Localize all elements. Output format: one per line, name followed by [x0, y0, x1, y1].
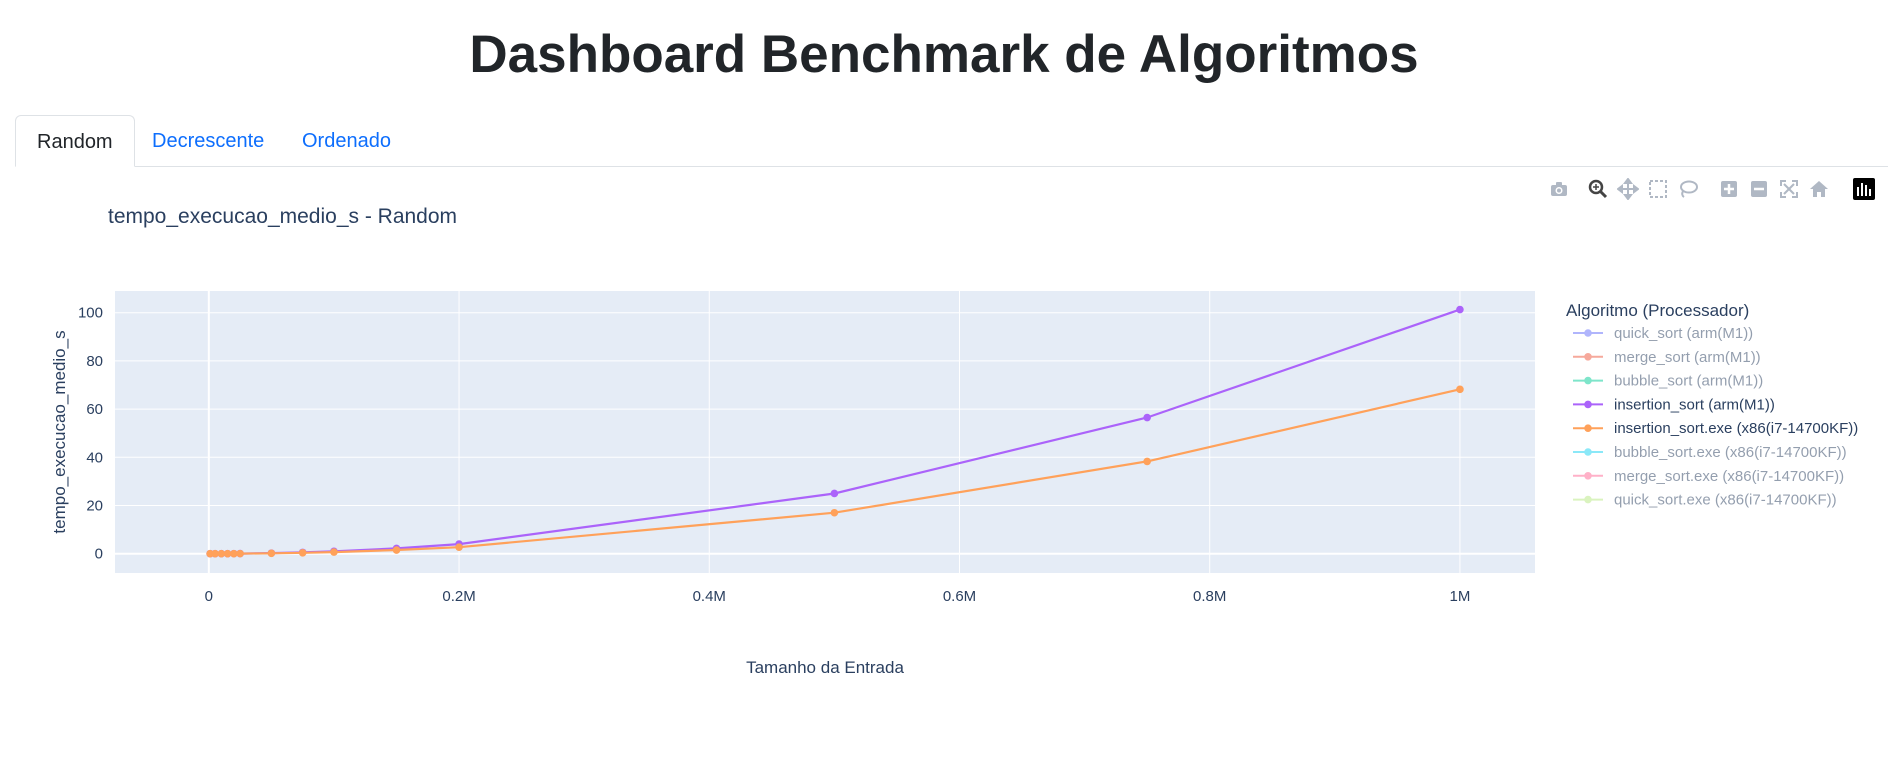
legend-item-insertion-sort-exe-x86-i7-14700kf[interactable]: insertion_sort.exe (x86(i7-14700KF)) [1573, 420, 1858, 437]
plotly-logo-icon[interactable] [1853, 178, 1875, 200]
pan-icon[interactable] [1617, 178, 1639, 200]
x-tick-label: 0.6M [943, 588, 976, 605]
legend-label: quick_sort (arm(M1)) [1614, 325, 1753, 342]
traces [206, 305, 1464, 558]
y-tick-label: 40 [86, 449, 103, 466]
legend-label: quick_sort.exe (x86(i7-14700KF)) [1614, 492, 1837, 509]
camera-icon[interactable] [1548, 178, 1570, 200]
legend-label: bubble_sort (arm(M1)) [1614, 373, 1763, 390]
data-point[interactable] [1143, 457, 1151, 466]
data-point[interactable] [830, 489, 839, 498]
legend-item-bubble-sort-exe-x86-i7-14700kf[interactable]: bubble_sort.exe (x86(i7-14700KF)) [1573, 444, 1847, 461]
x-tick-label: 0.4M [693, 588, 726, 605]
data-point[interactable] [330, 548, 338, 556]
y-tick-label: 100 [78, 305, 103, 322]
lasso-icon[interactable] [1677, 178, 1699, 200]
legend-swatch-marker [1584, 400, 1592, 409]
legend-item-quick-sort-arm-m1[interactable]: quick_sort (arm(M1)) [1573, 325, 1753, 342]
legend-swatch-marker [1584, 329, 1592, 337]
legend-swatch-marker [1584, 448, 1592, 456]
legend-label: merge_sort.exe (x86(i7-14700KF)) [1614, 468, 1844, 485]
data-point[interactable] [830, 508, 839, 517]
zoom-icon[interactable] [1587, 178, 1609, 200]
y-tick-label: 80 [86, 353, 103, 370]
data-point[interactable] [211, 549, 219, 558]
legend-swatch-marker [1584, 424, 1592, 433]
x-tick-label: 1M [1450, 588, 1471, 605]
page-title: Dashboard Benchmark de Algoritmos [469, 25, 1419, 84]
data-point[interactable] [1143, 413, 1151, 422]
legend-swatch-marker [1584, 376, 1592, 385]
legend-item-insertion-sort-arm-m1[interactable]: insertion_sort (arm(M1)) [1573, 396, 1775, 413]
y-tick-label: 20 [86, 498, 103, 515]
plot-area[interactable] [115, 291, 1535, 573]
legend-swatch-marker [1584, 472, 1592, 480]
zoom-out-icon[interactable] [1748, 178, 1770, 200]
legend-label: merge_sort (arm(M1)) [1614, 349, 1761, 366]
y-tick-labels: 0 20 40 60 80 100 [78, 305, 103, 563]
data-point[interactable] [298, 549, 307, 557]
zoom-in-icon[interactable] [1718, 178, 1740, 200]
home-icon[interactable] [1808, 178, 1830, 200]
x-tick-label: 0.2M [442, 588, 475, 605]
x-tick-label: 0 [205, 588, 213, 605]
y-axis-title: tempo_execucao_medio_s [50, 330, 69, 533]
box-select-icon[interactable] [1647, 178, 1669, 200]
tab-ordenado[interactable]: Ordenado [302, 130, 391, 152]
tab-bar: Random Decrescente Ordenado [15, 115, 1888, 167]
chart: tempo_execucao_medio_s - Random 0 0.2M 0.4… [50, 205, 1858, 677]
data-point[interactable] [455, 543, 463, 551]
data-point[interactable] [1456, 385, 1464, 394]
data-point[interactable] [236, 549, 244, 558]
y-tick-label: 60 [86, 401, 103, 418]
x-tick-label: 0.8M [1193, 588, 1226, 605]
x-tick-labels: 0 0.2M 0.4M 0.6M 0.8M 1M [205, 588, 1471, 605]
legend-swatch-marker [1584, 353, 1592, 361]
series-insertion-sort-exe-x86-i7-14700kf [206, 385, 1464, 558]
legend-item-bubble-sort-arm-m1[interactable]: bubble_sort (arm(M1)) [1573, 373, 1763, 390]
data-point[interactable] [230, 549, 238, 558]
legend-swatch-marker [1584, 495, 1592, 504]
legend-label: insertion_sort.exe (x86(i7-14700KF)) [1614, 420, 1858, 437]
legend-item-quick-sort-exe-x86-i7-14700kf[interactable]: quick_sort.exe (x86(i7-14700KF)) [1573, 492, 1837, 509]
data-point[interactable] [1456, 305, 1464, 314]
tab-random[interactable]: Random [15, 115, 135, 167]
data-point[interactable] [223, 549, 232, 558]
legend-item-merge-sort-arm-m1[interactable]: merge_sort (arm(M1)) [1573, 349, 1761, 366]
tab-decrescente[interactable]: Decrescente [152, 130, 265, 152]
x-axis-title: Tamanho da Entrada [746, 658, 904, 677]
grid [115, 291, 1535, 573]
data-point[interactable] [217, 549, 226, 558]
data-point[interactable] [267, 549, 276, 558]
legend-title: Algoritmo (Processador) [1566, 301, 1749, 320]
modebar [1548, 178, 1888, 200]
data-point[interactable] [392, 546, 401, 554]
y-tick-label: 0 [95, 546, 103, 563]
legend-label: insertion_sort (arm(M1)) [1614, 396, 1775, 413]
chart-title: tempo_execucao_medio_s - Random [108, 205, 457, 228]
legend: quick_sort (arm(M1)) merge_sort (arm(M1))… [1573, 325, 1858, 509]
autoscale-icon[interactable] [1778, 178, 1800, 200]
legend-item-merge-sort-exe-x86-i7-14700kf[interactable]: merge_sort.exe (x86(i7-14700KF)) [1573, 468, 1844, 485]
legend-label: bubble_sort.exe (x86(i7-14700KF)) [1614, 444, 1847, 461]
